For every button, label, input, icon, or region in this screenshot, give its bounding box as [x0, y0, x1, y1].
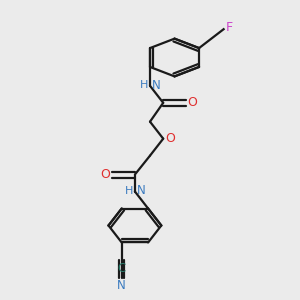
Text: O: O — [188, 96, 198, 109]
Text: O: O — [100, 168, 110, 181]
Text: H: H — [140, 80, 148, 90]
Text: C: C — [118, 262, 126, 275]
Text: N: N — [117, 280, 126, 292]
Text: N: N — [137, 184, 146, 197]
Text: O: O — [165, 132, 175, 145]
Text: F: F — [226, 21, 232, 34]
Text: N: N — [152, 79, 161, 92]
Text: H: H — [124, 186, 133, 196]
